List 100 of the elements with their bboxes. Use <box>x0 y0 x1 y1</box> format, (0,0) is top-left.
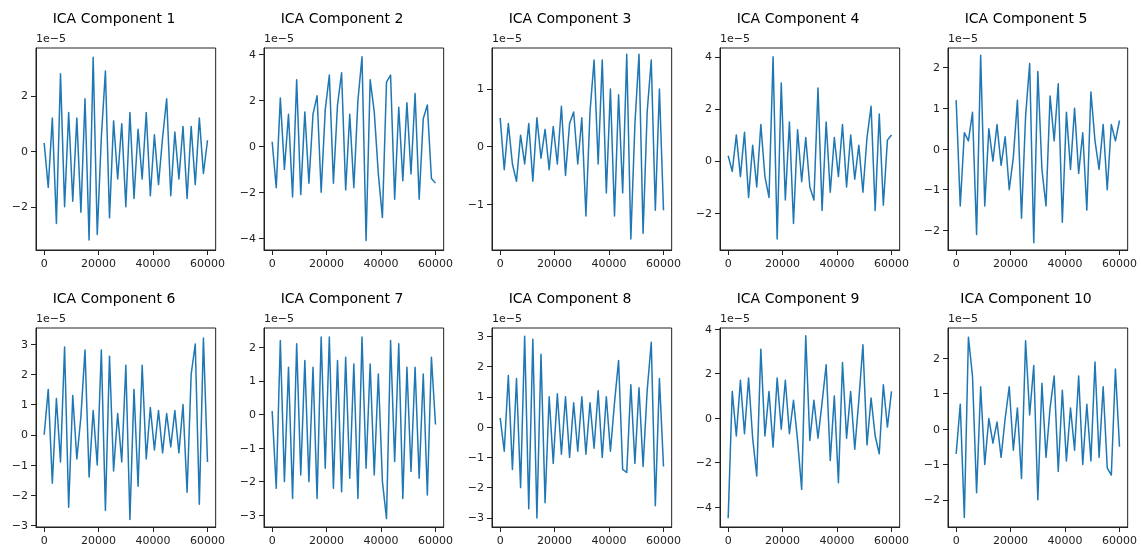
x-tick-label: 0 <box>40 534 48 547</box>
x-tick-label: 40000 <box>1047 257 1083 270</box>
x-tick-label: 20000 <box>993 534 1029 547</box>
x-tick-label: 40000 <box>819 257 855 270</box>
y-axis-title: 1e−5 <box>492 312 522 325</box>
y-tick-label: 1 <box>477 390 484 404</box>
x-tick-label: 40000 <box>591 534 627 547</box>
x-tick-label: 20000 <box>765 534 801 547</box>
y-tick-label: −2 <box>695 206 712 220</box>
x-tick-label: 40000 <box>363 257 399 270</box>
x-tick-label: 60000 <box>874 257 909 270</box>
x-tick-label: 20000 <box>81 534 117 547</box>
y-tick-label: −1 <box>923 457 940 471</box>
chart-title: ICA Component 3 <box>508 10 632 26</box>
y-tick-label: 0 <box>249 139 256 153</box>
line-series <box>271 336 437 520</box>
x-tick-label: 60000 <box>646 534 681 547</box>
y-tick-label: 0 <box>933 422 940 436</box>
x-tick-label: 0 <box>724 534 732 547</box>
x-tick-label: 40000 <box>819 534 855 547</box>
y-tick-label: 3 <box>21 337 28 351</box>
chart-title: ICA Component 4 <box>736 10 860 26</box>
line-series <box>955 54 1121 244</box>
x-tick-label: 60000 <box>1102 257 1137 270</box>
y-tick-label: 3 <box>477 329 484 343</box>
y-tick-label: 2 <box>21 367 28 381</box>
y-tick-label: −3 <box>467 511 484 525</box>
y-tick-label: −1 <box>467 450 484 464</box>
chart-title: ICA Component 5 <box>964 10 1088 26</box>
y-axis-title: 1e−5 <box>492 32 522 45</box>
x-tick-label: 60000 <box>418 534 453 547</box>
x-tick-label: 20000 <box>537 257 573 270</box>
x-tick-label: 60000 <box>190 534 225 547</box>
line-series <box>955 336 1121 519</box>
y-tick-label: −1 <box>467 197 484 211</box>
x-tick-label: 40000 <box>135 534 171 547</box>
y-tick-label: −2 <box>11 200 28 214</box>
x-tick-label: 0 <box>496 257 504 270</box>
chart-title: ICA Component 10 <box>960 290 1092 306</box>
line-series <box>727 56 893 240</box>
y-axis-title: 1e−5 <box>264 32 294 45</box>
x-tick-label: 40000 <box>591 257 627 270</box>
chart-title: ICA Component 7 <box>280 290 404 306</box>
x-tick-label: 0 <box>952 534 960 547</box>
y-tick-label: 4 <box>249 47 256 61</box>
y-tick-label: 0 <box>21 428 28 442</box>
line-series <box>499 335 665 519</box>
x-tick-label: 20000 <box>81 257 117 270</box>
y-axis-title: 1e−5 <box>948 312 978 325</box>
line-series <box>727 335 893 520</box>
y-axis-title: 1e−5 <box>264 312 294 325</box>
y-tick-label: −1 <box>239 441 256 455</box>
x-tick-label: 40000 <box>135 257 171 270</box>
y-tick-label: 0 <box>21 144 28 158</box>
y-axis-title: 1e−5 <box>36 312 66 325</box>
y-axis-title: 1e−5 <box>720 32 750 45</box>
x-tick-label: 20000 <box>309 257 345 270</box>
y-tick-label: −2 <box>695 456 712 470</box>
x-tick-label: 0 <box>952 257 960 270</box>
y-tick-label: −4 <box>695 500 712 514</box>
y-tick-label: −2 <box>239 185 256 199</box>
y-tick-label: 0 <box>705 154 712 168</box>
y-tick-label: 2 <box>933 61 940 75</box>
x-tick-label: 20000 <box>993 257 1029 270</box>
y-tick-label: −1 <box>11 458 28 472</box>
y-tick-label: −2 <box>923 223 940 237</box>
x-tick-label: 0 <box>496 534 504 547</box>
chart-title: ICA Component 9 <box>736 290 860 306</box>
y-tick-label: 0 <box>705 411 712 425</box>
y-tick-label: 1 <box>477 82 484 96</box>
chart-title: ICA Component 2 <box>280 10 404 26</box>
line-series <box>43 337 209 521</box>
x-tick-label: 60000 <box>418 257 453 270</box>
y-tick-label: −2 <box>11 488 28 502</box>
x-tick-label: 60000 <box>646 257 681 270</box>
x-tick-label: 0 <box>724 257 732 270</box>
y-tick-label: 1 <box>249 374 256 388</box>
y-tick-label: 2 <box>933 351 940 365</box>
y-axis-title: 1e−5 <box>36 32 66 45</box>
y-tick-label: −2 <box>239 475 256 489</box>
x-tick-label: 20000 <box>309 534 345 547</box>
chart-title: ICA Component 8 <box>508 290 632 306</box>
chart-title: ICA Component 1 <box>52 10 176 26</box>
y-tick-label: −3 <box>11 518 28 532</box>
y-tick-label: 1 <box>21 398 28 412</box>
y-tick-label: −2 <box>923 493 940 507</box>
y-tick-label: 2 <box>477 359 484 373</box>
line-series <box>43 56 209 241</box>
line-series <box>271 55 437 242</box>
y-axis-title: 1e−5 <box>720 312 750 325</box>
y-tick-label: −2 <box>467 481 484 495</box>
y-tick-label: 2 <box>249 340 256 354</box>
y-axis-title: 1e−5 <box>948 32 978 45</box>
x-tick-label: 60000 <box>874 534 909 547</box>
x-tick-label: 20000 <box>765 257 801 270</box>
x-tick-label: 40000 <box>363 534 399 547</box>
y-tick-label: 0 <box>477 420 484 434</box>
y-tick-label: 4 <box>705 322 712 336</box>
x-tick-label: 40000 <box>1047 534 1083 547</box>
line-series <box>499 53 665 240</box>
